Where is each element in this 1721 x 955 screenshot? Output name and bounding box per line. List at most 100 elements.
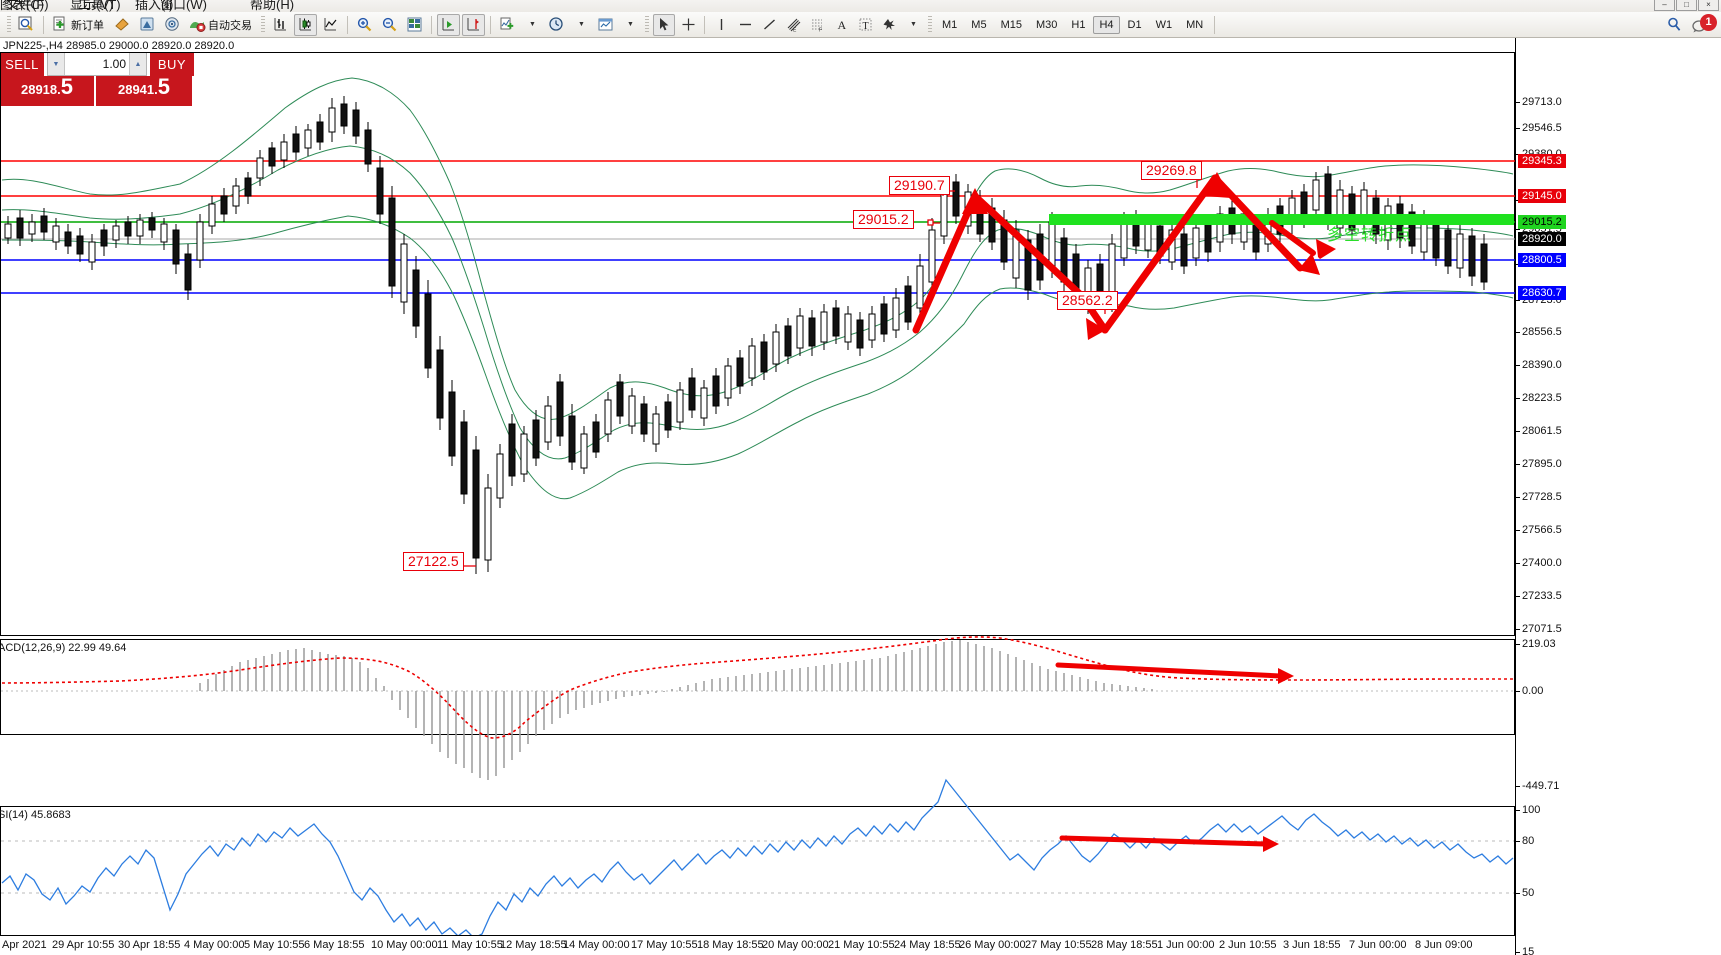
bollinger-bands xyxy=(1,77,1514,500)
time-scale[interactable]: Apr 2021 29 Apr 10:55 30 Apr 18:55 4 May… xyxy=(0,935,1515,955)
price-tick: 28556.5 xyxy=(1522,326,1562,338)
rsi-scale-tick: 15 xyxy=(1522,946,1535,955)
indicators-icon[interactable] xyxy=(496,14,519,36)
auto-scroll-icon[interactable] xyxy=(437,13,460,36)
chart-canvas[interactable] xyxy=(0,38,1721,955)
macd-histogram xyxy=(199,640,1153,780)
rsi-indicator-title: SI(14) 45.8683 xyxy=(0,809,71,821)
label-icon[interactable]: T xyxy=(854,14,876,36)
price-label-29015[interactable]: 29015.2 xyxy=(853,210,914,229)
trendline-icon[interactable] xyxy=(758,14,780,36)
price-label-27122[interactable]: 27122.5 xyxy=(403,552,464,571)
candlestick-chart-icon[interactable] xyxy=(294,13,317,36)
chart-window[interactable]: JPN225-,H4 28985.0 29000.0 28920.0 28920… xyxy=(0,38,1721,955)
rsi-line xyxy=(1,778,1514,939)
alerts-button[interactable]: 1 xyxy=(1692,13,1717,34)
line-chart-icon[interactable] xyxy=(319,14,342,36)
menu-bar: 文件(F) 显示(V) 插入(I) 图表(C) 工具(T) 窗口(W) 帮助(H… xyxy=(0,0,1721,12)
toolbar-separator-4 xyxy=(490,15,491,34)
crosshair-icon[interactable] xyxy=(677,14,699,36)
bid-price[interactable]: 28918 . 5 xyxy=(0,76,96,106)
sell-button[interactable]: SELL xyxy=(0,52,46,76)
volume-value[interactable]: 1.00 xyxy=(102,57,126,71)
close-button[interactable]: × xyxy=(1698,0,1719,11)
period-h1[interactable]: H1 xyxy=(1071,18,1086,31)
menu-item-window[interactable]: 窗口(W) xyxy=(160,0,207,12)
macd-indicator-title: ACD(12,26,9) 22.99 49.64 xyxy=(0,642,127,654)
terminal-icon[interactable] xyxy=(161,14,184,36)
price-label-28562[interactable]: 28562.2 xyxy=(1057,291,1118,310)
menu-item-view[interactable]: 显示(V) xyxy=(70,0,114,12)
equidistant-channel-icon[interactable]: E xyxy=(782,14,804,36)
data-window-icon[interactable] xyxy=(403,14,426,36)
one-click-trade-panel[interactable]: SELL ▼ 1.00 ▲ BUY 28918 . 5 28941 . 5 xyxy=(0,52,194,106)
toolbar-grip-4[interactable] xyxy=(928,15,932,34)
turning-point-note: 多空转折点 xyxy=(1327,225,1413,244)
autotrading-button[interactable]: 自动交易 xyxy=(186,14,257,36)
rsi-scale-tick: 50 xyxy=(1522,887,1535,899)
menu-item-insert[interactable]: 插入(I) xyxy=(135,0,174,12)
price-label-29190[interactable]: 29190.7 xyxy=(889,176,950,195)
market-watch-icon[interactable] xyxy=(15,14,38,36)
period-m30[interactable]: M30 xyxy=(1035,18,1058,31)
time-tick: 11 May 10:55 xyxy=(437,939,503,951)
templates-icon[interactable] xyxy=(594,14,617,36)
macd-scale-tick: 219.03 xyxy=(1522,638,1556,650)
period-m15[interactable]: M15 xyxy=(1000,18,1022,31)
period-w1[interactable]: W1 xyxy=(1155,18,1173,31)
price-tick: 29713.0 xyxy=(1522,96,1562,108)
toolbar-grip-2[interactable] xyxy=(261,15,265,34)
period-d1[interactable]: D1 xyxy=(1127,18,1142,31)
minimize-button[interactable]: – xyxy=(1654,0,1675,11)
chart-shift-icon[interactable] xyxy=(462,13,485,36)
menu-item-tools[interactable]: 工具(T) xyxy=(78,0,121,12)
time-tick: 5 May 10:55 xyxy=(244,939,305,951)
volume-increase-button[interactable]: ▲ xyxy=(129,53,146,75)
maximize-button[interactable]: □ xyxy=(1676,0,1697,11)
vline-icon[interactable] xyxy=(710,14,732,36)
zoom-out-icon[interactable] xyxy=(378,14,401,36)
search-icon[interactable] xyxy=(1663,14,1686,36)
menu-item-help[interactable]: 帮助(H) xyxy=(250,0,295,12)
period-m5[interactable]: M5 xyxy=(971,18,987,31)
arrows-icon[interactable] xyxy=(878,14,900,36)
ask-price[interactable]: 28941 . 5 xyxy=(96,76,192,106)
period-m1[interactable]: M1 xyxy=(942,18,958,31)
arrows-dropdown-icon[interactable]: ▼ xyxy=(910,21,917,28)
navigator-icon[interactable] xyxy=(136,14,159,36)
period-dropdown-icon[interactable]: ▼ xyxy=(578,21,585,28)
ask-price-int: 28941 xyxy=(117,82,155,97)
zoom-in-icon[interactable] xyxy=(353,14,376,36)
price-level-badge-current: 28920.0 xyxy=(1518,232,1566,246)
price-label-29269[interactable]: 29269.8 xyxy=(1141,161,1202,180)
new-order-button[interactable]: 新订单 xyxy=(49,14,109,36)
fibonacci-icon[interactable]: F xyxy=(806,14,828,36)
toolbar-separator-3 xyxy=(431,15,432,34)
time-tick: 12 May 18:55 xyxy=(500,939,567,951)
toolbar-grip-3[interactable] xyxy=(645,15,649,34)
symbol-ohlc-line: JPN225-,H4 28985.0 29000.0 28920.0 28920… xyxy=(3,40,235,52)
toolbar-grip-1[interactable] xyxy=(7,15,11,34)
period-mn[interactable]: MN xyxy=(1186,18,1204,31)
time-tick: 30 Apr 18:55 xyxy=(118,939,181,951)
price-scale[interactable]: 29713.0 29546.5 29380.0 29218.0 29051.5 … xyxy=(1515,38,1721,955)
price-tick: 27895.0 xyxy=(1522,458,1562,470)
buy-button[interactable]: BUY xyxy=(148,52,194,76)
rsi-scale-tick: 80 xyxy=(1522,835,1535,847)
menu-item-charts[interactable]: 图表(C) xyxy=(0,0,45,12)
menu-item-file[interactable]: 文件(F) xyxy=(6,0,49,12)
bar-chart-icon[interactable] xyxy=(269,14,292,36)
expert-advisors-icon[interactable] xyxy=(111,14,134,36)
indicators-dropdown-icon[interactable]: ▼ xyxy=(529,21,536,28)
period-h4[interactable]: H4 xyxy=(1093,15,1120,34)
volume-stepper[interactable]: ▼ 1.00 ▲ xyxy=(47,52,147,76)
cursor-icon[interactable] xyxy=(653,13,675,36)
templates-dropdown-icon[interactable]: ▼ xyxy=(627,21,634,28)
candlesticks xyxy=(4,96,1488,574)
text-icon[interactable]: A xyxy=(830,14,852,36)
period-icon[interactable] xyxy=(545,14,568,36)
volume-decrease-button[interactable]: ▼ xyxy=(48,53,65,75)
hline-icon[interactable] xyxy=(734,14,756,36)
price-tick: 27071.5 xyxy=(1522,623,1562,635)
green-zone-rect xyxy=(1049,214,1514,225)
